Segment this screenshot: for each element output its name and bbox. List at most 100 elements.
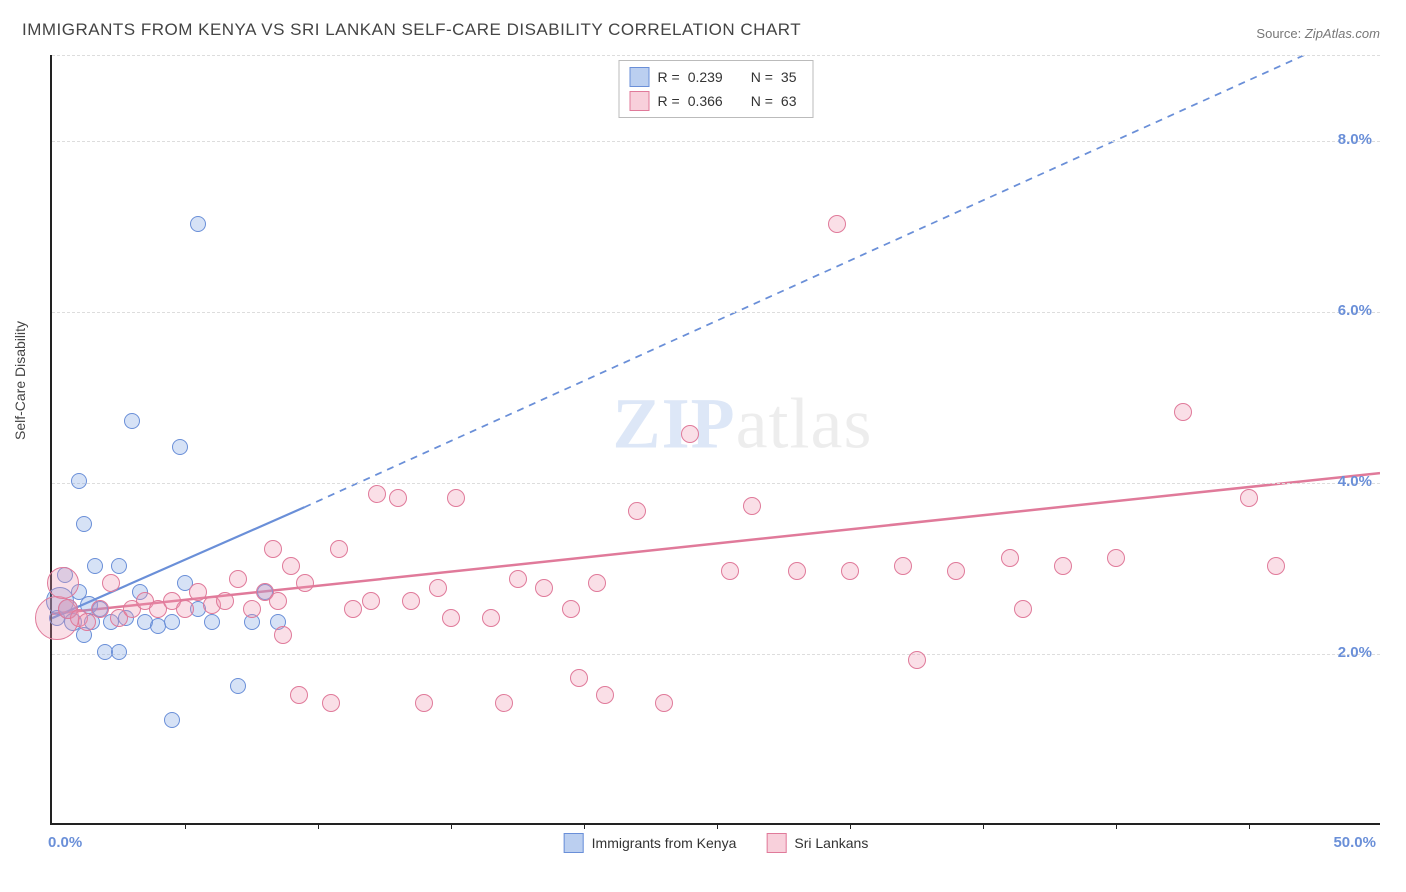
data-point [1054,557,1072,575]
x-tick [1116,823,1117,829]
data-point [322,694,340,712]
x-tick [185,823,186,829]
legend-stats-row-blue: R = 0.239 N = 35 [630,65,797,89]
data-point [1267,557,1285,575]
data-point [588,574,606,592]
watermark: ZIPatlas [613,382,873,465]
data-point [1014,600,1032,618]
data-point [628,502,646,520]
data-point [330,540,348,558]
legend-label-pink: Sri Lankans [794,835,868,851]
legend-n-value-pink: 63 [781,93,797,109]
legend-r-label: R = [658,93,680,109]
swatch-pink-icon [630,91,650,111]
data-point [415,694,433,712]
legend-r-value-blue: 0.239 [688,69,723,85]
data-point [482,609,500,627]
data-point [282,557,300,575]
data-point [368,485,386,503]
trend-line [52,473,1380,614]
data-point [164,712,180,728]
x-tick [318,823,319,829]
x-tick-label: 0.0% [48,834,82,851]
data-point [596,686,614,704]
y-tick-label: 2.0% [1338,644,1372,661]
swatch-pink-icon [766,833,786,853]
x-tick-label: 50.0% [1333,834,1376,851]
swatch-blue-icon [630,67,650,87]
data-point [447,489,465,507]
data-point [362,592,380,610]
data-point [509,570,527,588]
data-point [721,562,739,580]
data-point [243,600,261,618]
legend-series: Immigrants from Kenya Sri Lankans [564,833,869,853]
source-label: Source: [1256,26,1301,41]
gridline [52,55,1380,56]
trend-line [304,55,1380,507]
data-point [841,562,859,580]
data-point [47,567,79,599]
legend-r-label: R = [658,69,680,85]
data-point [389,489,407,507]
legend-stats-row-pink: R = 0.366 N = 63 [630,89,797,113]
data-point [828,215,846,233]
data-point [681,425,699,443]
data-point [570,669,588,687]
data-point [535,579,553,597]
legend-n-label: N = [751,69,773,85]
plot-area: ZIPatlas R = 0.239 N = 35 R = 0.366 N = … [50,55,1380,825]
data-point [655,694,673,712]
data-point [947,562,965,580]
data-point [172,439,188,455]
x-tick [451,823,452,829]
data-point [269,592,287,610]
y-tick-label: 6.0% [1338,302,1372,319]
data-point [402,592,420,610]
source-name: ZipAtlas.com [1305,26,1380,41]
x-tick [850,823,851,829]
chart-container: IMMIGRANTS FROM KENYA VS SRI LANKAN SELF… [0,0,1406,892]
data-point [176,600,194,618]
data-point [91,600,109,618]
source-attribution: Source: ZipAtlas.com [1256,26,1380,41]
y-axis-label: Self-Care Disability [12,321,28,440]
data-point [788,562,806,580]
legend-n-label: N = [751,93,773,109]
legend-label-blue: Immigrants from Kenya [592,835,737,851]
x-tick [983,823,984,829]
gridline [52,654,1380,655]
data-point [111,644,127,660]
data-point [71,473,87,489]
data-point [429,579,447,597]
data-point [290,686,308,704]
trend-lines-layer [52,55,1380,823]
data-point [1001,549,1019,567]
data-point [102,574,120,592]
data-point [229,570,247,588]
data-point [164,614,180,630]
data-point [87,558,103,574]
data-point [264,540,282,558]
legend-n-value-blue: 35 [781,69,797,85]
chart-title: IMMIGRANTS FROM KENYA VS SRI LANKAN SELF… [22,20,801,40]
data-point [562,600,580,618]
data-point [442,609,460,627]
data-point [296,574,314,592]
data-point [344,600,362,618]
watermark-zip: ZIP [613,383,736,463]
legend-item-pink: Sri Lankans [766,833,868,853]
x-tick [717,823,718,829]
watermark-atlas: atlas [736,383,873,463]
data-point [908,651,926,669]
data-point [204,614,220,630]
data-point [894,557,912,575]
legend-stats-box: R = 0.239 N = 35 R = 0.366 N = 63 [619,60,814,118]
x-tick [584,823,585,829]
data-point [743,497,761,515]
gridline [52,483,1380,484]
data-point [190,216,206,232]
legend-item-blue: Immigrants from Kenya [564,833,737,853]
data-point [495,694,513,712]
gridline [52,141,1380,142]
